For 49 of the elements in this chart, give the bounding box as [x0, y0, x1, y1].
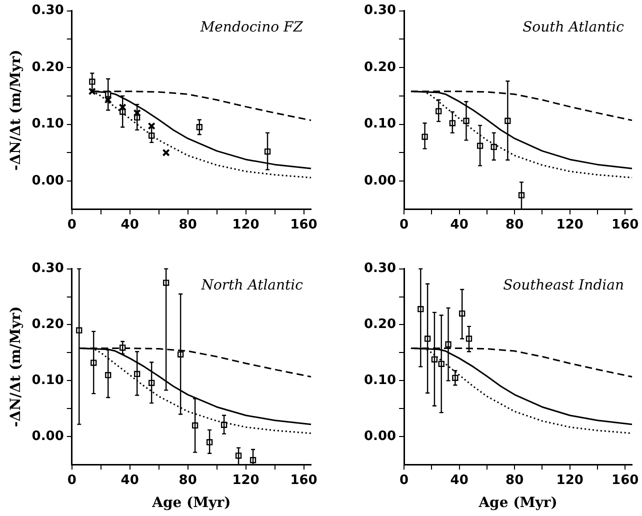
x-tick-label: 160 [290, 218, 318, 233]
x-tick-label: 80 [178, 472, 197, 488]
y-tick-label: 0.10 [32, 373, 64, 388]
y-tick-label: 0.10 [364, 116, 396, 132]
x-tick-label: 120 [556, 472, 584, 488]
point [104, 96, 112, 104]
y-tick-label: 0.00 [32, 173, 64, 188]
y-axis-title: -ΔN/Δt (m/Myr) [8, 50, 24, 171]
y-tick-label: 0.30 [364, 3, 396, 18]
x-tick-label: 160 [612, 472, 639, 488]
x-tick-label: 80 [506, 472, 524, 488]
x-tick-label: 40 [120, 218, 139, 233]
y-tick-label: 0.00 [32, 429, 64, 444]
x-tick-label: 0 [67, 472, 76, 488]
x-tick-label: 80 [178, 218, 197, 233]
text: North Atlantic [200, 277, 304, 294]
x-tick-label: 40 [120, 472, 139, 488]
y-tick-label: 0.00 [364, 429, 396, 444]
x-tick-label: 80 [506, 218, 524, 233]
x-tick-label: 160 [612, 218, 639, 233]
text: Southeast Indian [503, 277, 624, 294]
point [162, 148, 170, 156]
point [118, 103, 126, 112]
y-tick-label: 0.20 [32, 60, 64, 75]
text: Mendocino FZ [199, 19, 304, 36]
x-tick-label: 160 [290, 472, 318, 488]
x-tick-label: 40 [450, 218, 468, 233]
y-tick-label: 0.30 [32, 3, 64, 18]
y-tick-label: 0.00 [364, 173, 396, 188]
y-tick-label: 0.20 [364, 60, 396, 75]
x-tick-label: 120 [556, 218, 584, 233]
y-tick-label: 0.20 [364, 317, 396, 332]
x-tick-label: 0 [400, 218, 409, 233]
y-tick-label: 0.30 [32, 261, 64, 276]
point [133, 109, 141, 117]
x-axis-title: Age (Myr) [151, 495, 231, 512]
x-tick-label: 120 [232, 218, 260, 233]
x-tick-label: 0 [400, 472, 409, 488]
y-tick-label: 0.10 [32, 116, 64, 132]
y-axis-title: -ΔN/Δt (m/Myr) [8, 306, 24, 428]
x-axis-title: Age (Myr) [478, 495, 558, 512]
y-tick-label: 0.30 [364, 261, 396, 276]
x-tick-label: 0 [67, 218, 76, 233]
x-tick-label: 120 [232, 472, 260, 488]
y-tick-label: 0.20 [32, 317, 64, 332]
x-tick-label: 40 [450, 472, 468, 488]
text: South Atlantic [522, 19, 624, 36]
y-tick-label: 0.10 [364, 373, 396, 388]
point [148, 122, 156, 130]
